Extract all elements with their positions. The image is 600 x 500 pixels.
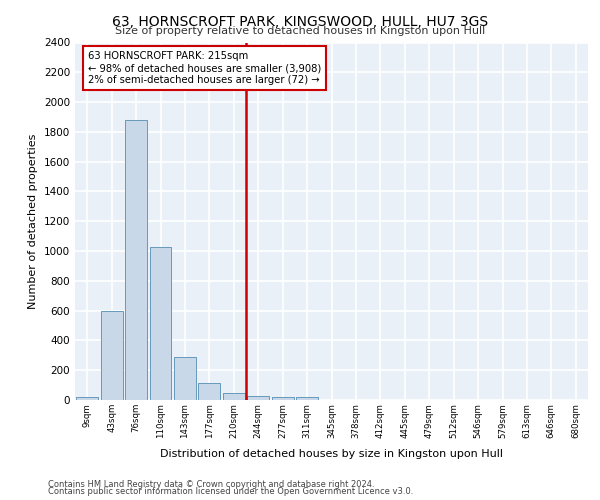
Bar xyxy=(149,246,172,400)
Bar xyxy=(272,397,293,400)
Text: 63, HORNSCROFT PARK, KINGSWOOD, HULL, HU7 3GS: 63, HORNSCROFT PARK, KINGSWOOD, HULL, HU… xyxy=(112,15,488,29)
X-axis label: Distribution of detached houses by size in Kingston upon Hull: Distribution of detached houses by size … xyxy=(160,449,503,459)
Bar xyxy=(296,397,318,400)
Text: 63 HORNSCROFT PARK: 215sqm
← 98% of detached houses are smaller (3,908)
2% of se: 63 HORNSCROFT PARK: 215sqm ← 98% of deta… xyxy=(88,52,321,84)
Bar xyxy=(199,383,220,400)
Text: Contains public sector information licensed under the Open Government Licence v3: Contains public sector information licen… xyxy=(48,487,413,496)
Text: Size of property relative to detached houses in Kingston upon Hull: Size of property relative to detached ho… xyxy=(115,26,485,36)
Text: Contains HM Land Registry data © Crown copyright and database right 2024.: Contains HM Land Registry data © Crown c… xyxy=(48,480,374,489)
Bar xyxy=(174,357,196,400)
Bar xyxy=(101,310,122,400)
Bar xyxy=(223,392,245,400)
Bar xyxy=(247,396,269,400)
Bar xyxy=(76,397,98,400)
Bar xyxy=(125,120,147,400)
Y-axis label: Number of detached properties: Number of detached properties xyxy=(28,134,38,309)
